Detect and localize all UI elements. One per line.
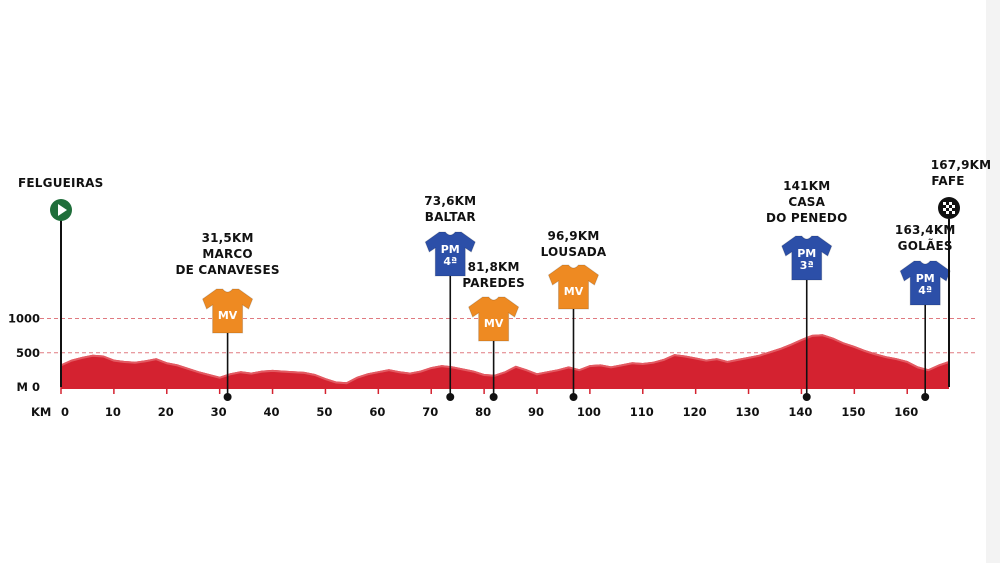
route-point-paredes: MV 81,8KM PAREDES <box>462 260 525 401</box>
km-label: 31,5KM <box>202 231 254 245</box>
marker-dot <box>446 393 455 401</box>
place-label: CASA <box>788 195 825 209</box>
x-tick-label-100: 100 <box>577 405 601 419</box>
x-tick-label-160: 160 <box>894 405 918 419</box>
pm-jersey-icon <box>781 235 833 281</box>
checker-cell <box>949 202 952 205</box>
x-tick-label-130: 130 <box>736 405 760 419</box>
checker-cell <box>949 208 952 211</box>
checker-cell <box>943 208 946 211</box>
checker-cell <box>952 211 955 214</box>
x-tick-label-0: 0 <box>61 405 69 419</box>
pm-jersey-icon <box>424 231 476 277</box>
x-tick-label-90: 90 <box>528 405 544 419</box>
jersey-category: 4ª <box>918 284 932 297</box>
jersey-category: 3ª <box>800 259 814 272</box>
place-label-line-2: DE CANAVESES <box>175 263 279 277</box>
elevation-profile-ridge <box>60 334 950 385</box>
page-edge-strip <box>986 0 1000 563</box>
marker-dot <box>489 393 498 401</box>
x-tick-label-120: 120 <box>683 405 707 419</box>
place-label: BALTAR <box>425 210 476 224</box>
km-label: 163,4KM <box>895 223 956 237</box>
x-tick-label-80: 80 <box>475 405 491 419</box>
place-label: PAREDES <box>462 276 525 290</box>
x-tick-label-40: 40 <box>264 405 280 419</box>
checker-cell <box>952 205 955 208</box>
km-label: 73,6KM <box>424 194 476 208</box>
axis-layer: M 0 500 1000 KM 0 10 20 30 40 50 60 70 80 90 100 110 120… <box>8 312 949 419</box>
route-point-marco: MV 31,5KM MARCO DE CANAVESES <box>175 231 280 401</box>
route-point-fafe: 167,9KM FAFE <box>931 158 992 387</box>
x-tick-label-60: 60 <box>369 405 385 419</box>
jersey-category: 4ª <box>443 255 457 268</box>
km-label: 96,9KM <box>547 229 599 243</box>
marker-dot <box>802 393 811 401</box>
jersey-label: MV <box>218 309 238 322</box>
jersey-label: PM <box>441 243 460 256</box>
place-label: LOUSADA <box>541 245 607 259</box>
jersey-label: PM <box>797 247 816 260</box>
mv-jersey-icon <box>547 264 600 310</box>
place-label: GOLÃES <box>898 238 953 253</box>
x-tick-label-10: 10 <box>105 405 121 419</box>
jersey-label: MV <box>484 317 504 330</box>
y-tick-label-0: M 0 <box>17 380 40 394</box>
route-point-felgueiras: FELGUEIRAS <box>18 176 103 387</box>
x-tick-label-50: 50 <box>316 405 332 419</box>
jersey-label: PM <box>916 272 935 285</box>
checker-cell <box>943 202 946 205</box>
route-point-lousada: MV 96,9KM LOUSADA <box>541 229 607 401</box>
elevation-profile-area <box>61 334 949 387</box>
y-tick-label-1000: 1000 <box>8 312 40 326</box>
play-icon <box>58 204 67 216</box>
x-tick-label-70: 70 <box>422 405 438 419</box>
km-label: 141KM <box>783 179 830 193</box>
finish-town-label: FAFE <box>931 174 964 188</box>
km-label: 81,8KM <box>468 260 520 274</box>
x-tick-label-150: 150 <box>841 405 865 419</box>
mv-jersey-icon <box>201 288 254 334</box>
x-tick-label-20: 20 <box>158 405 174 419</box>
pm-jersey-icon <box>899 260 951 306</box>
x-tick-label-140: 140 <box>788 405 812 419</box>
jersey-label: MV <box>564 285 584 298</box>
y-tick-label-500: 500 <box>16 346 40 360</box>
start-town-label: FELGUEIRAS <box>18 176 103 190</box>
mv-jersey-icon <box>468 296 520 342</box>
place-label: MARCO <box>202 247 252 261</box>
finish-km-label: 167,9KM <box>931 158 992 172</box>
x-tick-label-110: 110 <box>630 405 654 419</box>
marker-dot <box>223 393 232 401</box>
checker-cell <box>946 211 949 214</box>
x-tick-label-30: 30 <box>211 405 227 419</box>
marker-dot <box>921 393 930 401</box>
checker-cell <box>946 205 949 208</box>
marker-dot <box>569 393 578 401</box>
place-label-line-2: DO PENEDO <box>766 211 848 225</box>
x-axis-label: KM <box>31 405 51 419</box>
